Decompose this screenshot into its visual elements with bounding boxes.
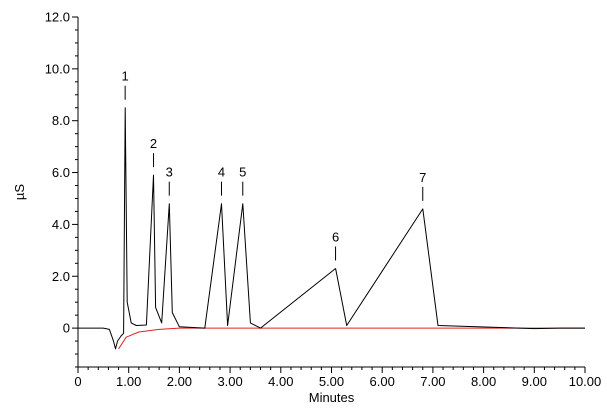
x-axis-title: Minutes (309, 390, 355, 405)
baseline-trace (118, 327, 585, 350)
x-tick-label: 7.00 (420, 374, 445, 389)
y-tick-label: 10.0 (45, 61, 70, 76)
x-tick-label: 8.00 (471, 374, 496, 389)
y-tick-label: 12.0 (45, 10, 70, 25)
y-tick-label: 6.0 (52, 165, 70, 180)
x-tick-label: 1.00 (116, 374, 141, 389)
peak-label: 5 (239, 165, 246, 180)
y-tick-label: 2.0 (52, 269, 70, 284)
x-tick-label: 6.00 (370, 374, 395, 389)
peak-labels: 123 4 567 (122, 69, 426, 261)
peak-label: 1 (122, 69, 129, 84)
peak-label: 6 (332, 229, 339, 244)
x-tick-label: 9.00 (522, 374, 547, 389)
signal-trace (78, 107, 585, 350)
y-tick-label: 0 (63, 321, 70, 336)
x-tick-label: 0 (74, 374, 81, 389)
axes: 0 2.0 4.0 6.0 8.0 10.0 12.0 0 1.00 2.00 3.00 4.00 5.… (45, 10, 602, 390)
peak-label: 4 (218, 165, 225, 180)
peak-label: 7 (419, 170, 426, 185)
peak-label: 2 (150, 136, 157, 151)
x-tick-label: 2.00 (167, 374, 192, 389)
x-tick-label: 10.00 (569, 374, 602, 389)
x-tick-label: 3.00 (217, 374, 242, 389)
x-tick-label: 4.00 (268, 374, 293, 389)
y-axis-title: µS (12, 184, 27, 200)
peak-label: 3 (166, 165, 173, 180)
x-tick-label: 5.00 (319, 374, 344, 389)
traces (78, 107, 585, 350)
y-tick-label: 4.0 (52, 217, 70, 232)
y-tick-label: 8.0 (52, 113, 70, 128)
